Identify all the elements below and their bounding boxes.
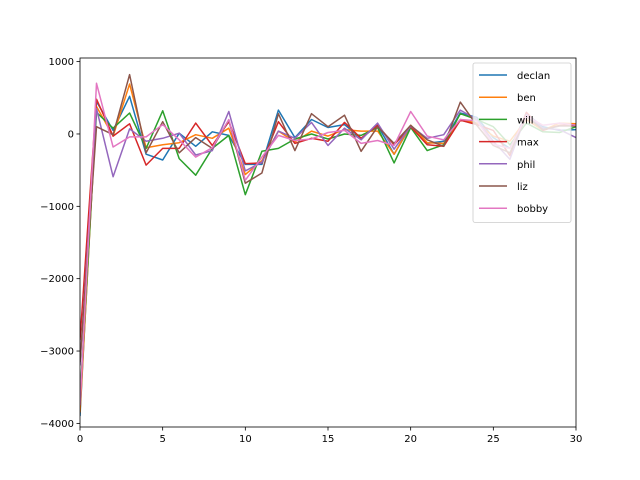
y-tick-label: −4000: [40, 419, 74, 430]
x-tick-label: 20: [404, 434, 417, 445]
x-tick-label: 5: [159, 434, 165, 445]
x-tick-label: 25: [487, 434, 500, 445]
y-tick-label: −1000: [40, 202, 74, 213]
legend-label-will: will: [517, 115, 534, 126]
legend-label-declan: declan: [517, 71, 550, 82]
y-tick-label: −2000: [40, 274, 74, 285]
x-tick-label: 10: [239, 434, 252, 445]
legend-label-max: max: [517, 138, 539, 149]
y-tick-label: 0: [68, 129, 74, 140]
x-tick-label: 30: [570, 434, 583, 445]
x-tick-label: 15: [322, 434, 335, 445]
legend-box: [472, 62, 572, 223]
legend: declan ben will max phil liz bobby: [472, 62, 572, 223]
y-tick-label: 1000: [49, 57, 74, 68]
axes: 0 5 10 15 20 25 30 −4000 −3000 −2000 −1000 0 1000: [40, 57, 582, 445]
legend-label-liz: liz: [517, 182, 528, 193]
legend-label-bobby: bobby: [517, 204, 548, 215]
legend-label-phil: phil: [517, 160, 535, 171]
legend-label-ben: ben: [517, 93, 536, 104]
y-tick-label: −3000: [40, 347, 74, 358]
x-tick-label: 0: [77, 434, 83, 445]
